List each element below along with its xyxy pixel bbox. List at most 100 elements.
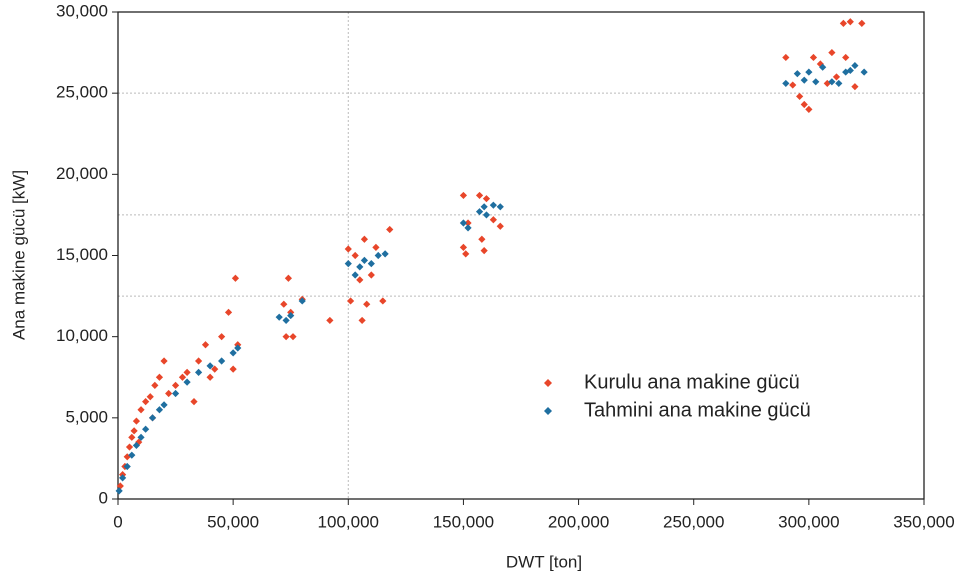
x-tick-label: 50,000 xyxy=(207,512,259,531)
y-tick-label: 10,000 xyxy=(56,326,108,345)
plot-frame xyxy=(117,11,925,500)
point xyxy=(846,18,854,26)
point xyxy=(489,201,497,209)
point xyxy=(800,100,808,109)
x-tick-label: 0 xyxy=(113,512,122,531)
point xyxy=(234,344,242,352)
point xyxy=(280,300,288,308)
point xyxy=(478,235,486,243)
point xyxy=(190,398,198,406)
point xyxy=(183,378,191,386)
point xyxy=(358,316,366,325)
point xyxy=(346,297,355,305)
point xyxy=(459,191,468,200)
point xyxy=(116,482,124,490)
point xyxy=(137,433,145,441)
point xyxy=(282,316,290,325)
point xyxy=(229,365,237,373)
point xyxy=(344,245,352,253)
point xyxy=(275,313,283,321)
point xyxy=(381,250,389,258)
point xyxy=(165,389,173,398)
point xyxy=(229,349,237,357)
point xyxy=(211,365,219,373)
point xyxy=(195,357,203,365)
point xyxy=(367,260,375,268)
point xyxy=(793,70,801,78)
x-axis-label: DWT [ton] xyxy=(506,552,582,571)
point xyxy=(284,274,293,282)
x-tick-label: 350,000 xyxy=(893,512,954,531)
point xyxy=(195,368,203,376)
point xyxy=(480,203,488,211)
point xyxy=(842,53,850,62)
point xyxy=(363,300,371,308)
point xyxy=(287,311,295,320)
point xyxy=(326,316,334,325)
legend-label: Kurulu ana makine gücü xyxy=(584,371,800,393)
series xyxy=(116,18,866,490)
y-tick-label: 25,000 xyxy=(56,83,108,102)
point xyxy=(132,441,141,450)
y-tick-label: 15,000 xyxy=(56,245,108,264)
point xyxy=(178,373,187,381)
point xyxy=(130,427,138,435)
point xyxy=(298,297,306,305)
point xyxy=(816,60,824,68)
point xyxy=(832,73,841,81)
point xyxy=(115,487,123,495)
point xyxy=(464,224,472,232)
legend-marker xyxy=(544,407,552,415)
x-tick-label: 150,000 xyxy=(433,512,494,531)
point xyxy=(858,19,866,27)
point xyxy=(142,425,150,433)
point xyxy=(372,243,380,251)
x-tick-label: 300,000 xyxy=(778,512,839,531)
point xyxy=(809,53,818,62)
x-tick-label: 250,000 xyxy=(663,512,724,531)
point xyxy=(125,443,134,451)
point xyxy=(846,66,854,75)
point xyxy=(344,260,352,268)
point xyxy=(142,398,150,406)
point xyxy=(356,276,364,284)
point xyxy=(496,222,504,230)
point xyxy=(782,53,790,62)
point xyxy=(789,81,797,89)
point xyxy=(796,92,804,101)
legend-label: Tahmini ana makine gücü xyxy=(584,399,811,421)
point xyxy=(482,195,491,203)
y-tick-label: 20,000 xyxy=(56,164,108,183)
point xyxy=(386,225,394,234)
point xyxy=(132,417,141,425)
point xyxy=(123,462,131,471)
y-tick-label: 30,000 xyxy=(56,1,108,20)
point xyxy=(360,235,369,243)
point xyxy=(201,341,210,349)
series xyxy=(115,61,868,495)
point xyxy=(224,308,233,316)
point xyxy=(231,274,240,282)
point xyxy=(462,250,470,258)
point xyxy=(379,297,387,305)
point xyxy=(128,433,136,441)
point xyxy=(151,381,159,389)
point xyxy=(839,19,847,27)
point xyxy=(171,389,180,398)
point xyxy=(475,208,484,216)
point xyxy=(828,78,836,86)
point xyxy=(823,79,831,88)
point xyxy=(459,243,468,251)
point xyxy=(464,219,472,227)
point xyxy=(351,271,359,279)
point xyxy=(160,357,168,365)
point xyxy=(128,451,136,459)
y-axis-label: Ana makine gücü [kW] xyxy=(9,170,28,340)
point xyxy=(171,381,180,389)
point xyxy=(805,68,813,76)
point xyxy=(183,368,191,376)
point xyxy=(860,68,868,76)
point xyxy=(475,191,484,200)
point xyxy=(819,63,827,71)
point xyxy=(851,61,859,70)
